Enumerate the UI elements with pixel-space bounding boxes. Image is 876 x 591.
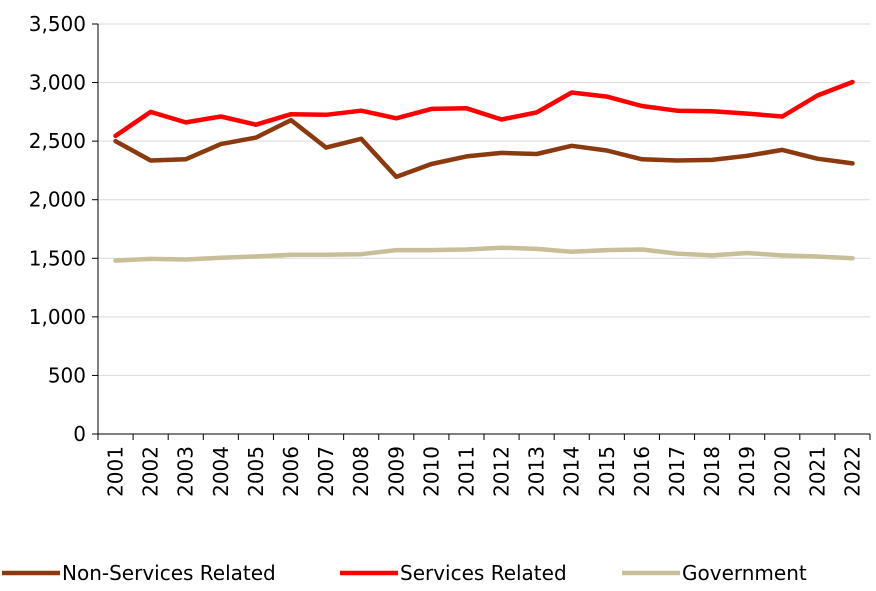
x-tick-label: 2010 xyxy=(419,446,443,497)
x-tick-label: 2012 xyxy=(490,446,514,497)
gridlines xyxy=(98,23,870,376)
y-tick-label: 3,000 xyxy=(29,71,86,95)
x-tick-label: 2014 xyxy=(560,446,584,497)
x-tick-label: 2003 xyxy=(174,446,198,497)
series-line xyxy=(113,245,855,263)
legend-label: Services Related xyxy=(400,561,567,585)
series-line xyxy=(113,79,855,139)
legend-label: Government xyxy=(682,561,807,585)
y-tick-label: 3,500 xyxy=(29,12,86,36)
y-tick-label: 500 xyxy=(48,363,86,387)
x-tick-label: 2019 xyxy=(735,446,759,497)
x-tick-label: 2022 xyxy=(840,446,864,497)
y-tick-label: 1,000 xyxy=(29,305,86,329)
y-tick-label: 2,500 xyxy=(29,129,86,153)
x-tick-label: 2018 xyxy=(700,446,724,497)
x-tick-label: 2009 xyxy=(384,446,408,497)
x-tick-label: 2016 xyxy=(630,446,654,497)
x-tick-label: 2020 xyxy=(770,446,794,497)
x-tick-label: 2006 xyxy=(279,446,303,497)
x-tick-label: 2004 xyxy=(209,446,233,497)
x-tick-label: 2015 xyxy=(595,446,619,497)
series-lines xyxy=(113,79,855,263)
y-tick-label: 1,500 xyxy=(29,246,86,270)
x-tick-label: 2001 xyxy=(104,446,128,497)
x-tick-label: 2021 xyxy=(805,446,829,497)
series-line xyxy=(113,117,855,180)
legend-label: Non-Services Related xyxy=(62,561,276,585)
x-tick-label: 2002 xyxy=(139,446,163,497)
y-tick-label: 2,000 xyxy=(29,188,86,212)
x-tick-label: 2008 xyxy=(349,446,373,497)
y-tick-label: 0 xyxy=(73,422,86,446)
x-tick-label: 2007 xyxy=(314,446,338,497)
x-tick-label: 2011 xyxy=(454,446,478,497)
legend: Non-Services Related Services Related Gove… xyxy=(2,561,807,585)
x-tick-label: 2017 xyxy=(665,446,689,497)
x-tick-label: 2005 xyxy=(244,446,268,497)
x-tick-label: 2013 xyxy=(525,446,549,497)
axes: 0 500 1,000 1,500 2,000 2,500 3,000 3,500 2001 20… xyxy=(29,12,871,497)
